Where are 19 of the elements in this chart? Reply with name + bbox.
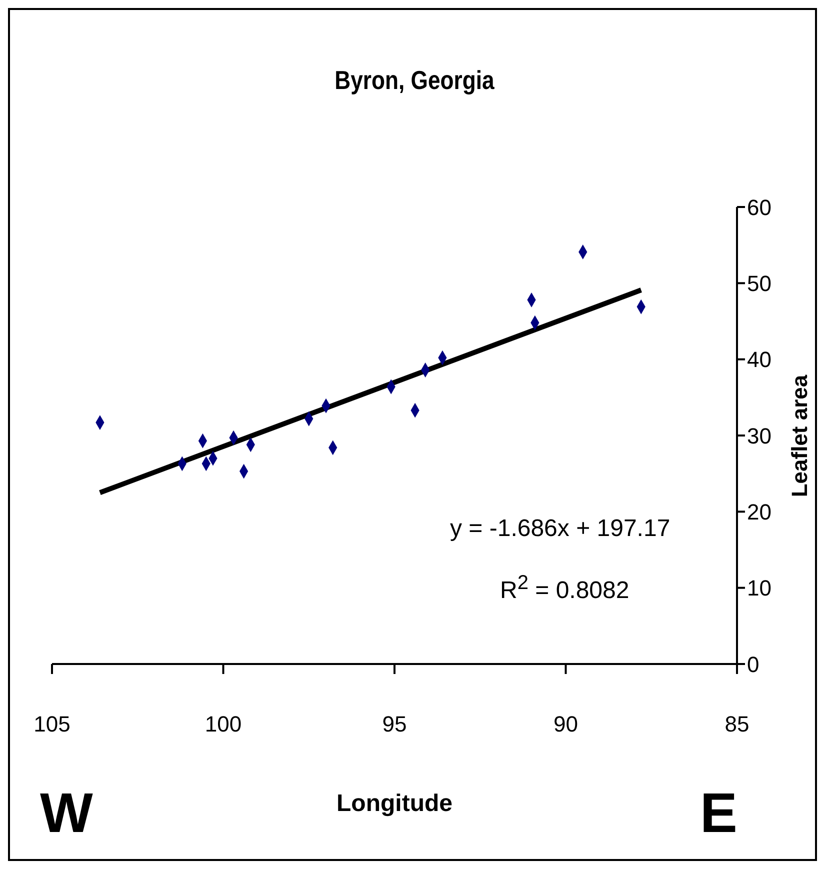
y-tick-label: 40: [747, 347, 772, 372]
y-tick-label: 20: [747, 499, 772, 524]
y-tick-label: 60: [747, 194, 772, 220]
y-tick-label: 0: [747, 652, 760, 677]
x-tick-label: 105: [34, 712, 70, 737]
y-axis-title: Leaflet area: [787, 374, 812, 497]
x-tick-label: 90: [554, 712, 578, 737]
y-tick-label: 30: [747, 423, 772, 448]
x-axis-title: Longitude: [336, 790, 452, 817]
x-tick-label: 95: [382, 712, 407, 737]
text: W: [40, 781, 93, 844]
chart-title: Byron, Georgia: [334, 65, 494, 95]
x-tick-label: 85: [724, 712, 750, 737]
annotation: R$^{2}$ = 0.8082: [500, 572, 630, 604]
y-tick-label: 10: [747, 576, 772, 601]
x-tick-label: 100: [204, 712, 242, 737]
text: E: [700, 781, 738, 844]
annotation: y = -1.686x + 197.17: [450, 515, 670, 542]
y-tick-label: 50: [747, 270, 772, 296]
